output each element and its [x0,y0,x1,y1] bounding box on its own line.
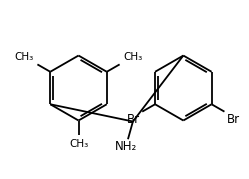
Text: Br: Br [126,113,140,126]
Text: CH₃: CH₃ [15,52,34,62]
Text: NH₂: NH₂ [115,140,137,153]
Text: Br: Br [227,113,240,126]
Text: CH₃: CH₃ [123,52,142,62]
Text: CH₃: CH₃ [69,139,88,149]
